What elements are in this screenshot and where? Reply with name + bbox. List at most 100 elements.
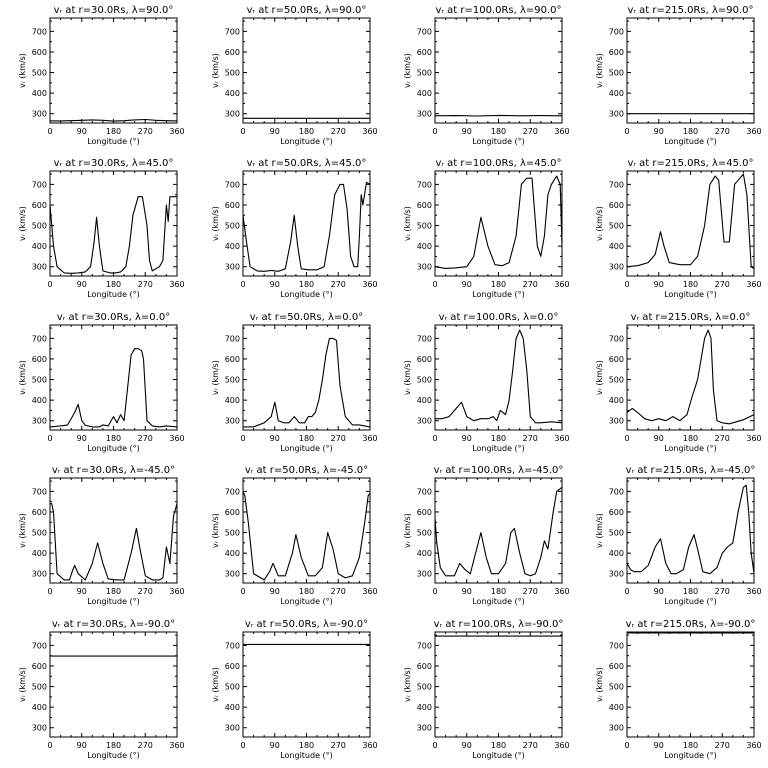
series-line [434, 486, 563, 577]
panel-15: vᵣ at r=100.0Rs, λ=-45.0° 0 90 180 270 360 300… [403, 465, 570, 606]
x-axis-label: Longitude (°) [87, 597, 140, 606]
x-tick-label: 360 [554, 587, 569, 596]
plot-frame [49, 170, 178, 277]
panel-2: vᵣ at r=50.0Rs, λ=90.0° 0 90 180 270 360 300 40… [211, 5, 378, 146]
x-tick-label: 180 [683, 587, 698, 596]
y-tick-label: 600 [417, 508, 432, 517]
series-line [434, 175, 563, 269]
x-tick-label: 360 [362, 587, 377, 596]
x-tick-label: 360 [169, 587, 184, 596]
x-tick-label: 270 [331, 434, 346, 443]
x-tick-label: 0 [240, 280, 245, 289]
x-tick-label: 360 [746, 434, 761, 443]
x-tick-label: 270 [138, 280, 153, 289]
x-tick-label: 270 [138, 741, 153, 750]
panel-title: vᵣ at r=50.0Rs, λ=-45.0° [245, 465, 368, 476]
y-tick-label: 400 [609, 396, 624, 405]
x-tick-label: 180 [491, 587, 506, 596]
y-tick-label: 700 [225, 487, 240, 496]
y-tick-label: 400 [32, 549, 47, 558]
y-tick-label: 600 [32, 662, 47, 671]
series-line [50, 118, 178, 122]
panel-12: vᵣ at r=215.0Rs, λ=0.0° 0 90 180 270 360 300 40… [595, 312, 762, 453]
x-tick-label: 180 [299, 280, 314, 289]
x-tick-label: 0 [240, 127, 245, 136]
x-tick-label: 270 [715, 587, 730, 596]
y-tick-label: 300 [609, 110, 624, 119]
x-tick-label: 360 [362, 280, 377, 289]
y-tick-label: 300 [225, 417, 240, 426]
x-tick-label: 270 [523, 280, 538, 289]
x-tick-label: 0 [47, 741, 52, 750]
series-line [626, 173, 755, 270]
y-tick-label: 400 [609, 89, 624, 98]
y-axis-label: vᵣ (km/s) [211, 206, 220, 241]
y-tick-label: 700 [417, 487, 432, 496]
x-axis-label: Longitude (°) [472, 751, 525, 760]
panel-title: vᵣ at r=100.0Rs, λ=0.0° [439, 312, 559, 323]
plot-frame [49, 17, 178, 124]
y-tick-label: 300 [417, 724, 432, 733]
panel-3: vᵣ at r=100.0Rs, λ=90.0° 0 90 180 270 360 300 4… [403, 5, 570, 146]
y-tick-label: 700 [417, 27, 432, 36]
x-tick-label: 270 [331, 127, 346, 136]
series-line [242, 491, 371, 581]
y-tick-label: 400 [225, 549, 240, 558]
panel-title: vᵣ at r=50.0Rs, λ=45.0° [247, 158, 367, 169]
x-tick-label: 90 [77, 434, 87, 443]
x-tick-label: 360 [746, 280, 761, 289]
x-tick-label: 270 [715, 280, 730, 289]
y-tick-label: 700 [225, 180, 240, 189]
panel-title: vᵣ at r=30.0Rs, λ=-90.0° [52, 619, 175, 630]
y-tick-label: 600 [225, 355, 240, 364]
y-tick-label: 600 [225, 508, 240, 517]
y-axis-label: vᵣ (km/s) [18, 53, 27, 88]
y-tick-label: 300 [609, 263, 624, 272]
x-tick-label: 0 [624, 587, 629, 596]
x-axis-label: Longitude (°) [472, 444, 525, 453]
x-tick-label: 360 [554, 741, 569, 750]
y-tick-label: 600 [609, 662, 624, 671]
y-axis-label: vᵣ (km/s) [18, 360, 27, 395]
x-axis-label: Longitude (°) [664, 444, 717, 453]
panel-20: vᵣ at r=215.0Rs, λ=-90.0° 0 90 180 270 360 300… [595, 619, 762, 760]
x-tick-label: 90 [462, 127, 472, 136]
y-tick-label: 300 [32, 724, 47, 733]
y-tick-label: 700 [609, 487, 624, 496]
x-tick-label: 270 [523, 741, 538, 750]
x-tick-label: 0 [432, 434, 437, 443]
y-axis-label: vᵣ (km/s) [595, 513, 604, 548]
y-axis-label: vᵣ (km/s) [403, 360, 412, 395]
x-tick-label: 90 [462, 434, 472, 443]
x-tick-label: 90 [77, 587, 87, 596]
x-tick-label: 90 [654, 587, 664, 596]
x-tick-label: 90 [654, 741, 664, 750]
plot-frame [626, 17, 755, 124]
y-tick-label: 500 [225, 529, 240, 538]
x-tick-label: 180 [683, 127, 698, 136]
panel-17: vᵣ at r=30.0Rs, λ=-90.0° 0 90 180 270 360 300 4… [18, 619, 185, 760]
x-tick-label: 180 [683, 741, 698, 750]
series-line [626, 484, 755, 575]
y-tick-label: 600 [417, 355, 432, 364]
x-tick-label: 0 [47, 280, 52, 289]
y-axis-label: vᵣ (km/s) [403, 53, 412, 88]
panel-title: vᵣ at r=215.0Rs, λ=0.0° [631, 312, 751, 323]
x-axis-label: Longitude (°) [280, 751, 333, 760]
x-axis-label: Longitude (°) [280, 290, 333, 299]
x-tick-label: 360 [746, 587, 761, 596]
y-tick-label: 500 [609, 69, 624, 78]
plot-frame [49, 477, 178, 584]
y-tick-label: 400 [417, 703, 432, 712]
y-tick-label: 500 [225, 683, 240, 692]
series-line [50, 503, 178, 581]
x-tick-label: 0 [432, 127, 437, 136]
x-tick-label: 180 [299, 587, 314, 596]
y-tick-label: 700 [609, 641, 624, 650]
y-axis-label: vᵣ (km/s) [18, 206, 27, 241]
x-tick-label: 180 [683, 434, 698, 443]
x-tick-label: 270 [138, 127, 153, 136]
y-tick-label: 700 [32, 180, 47, 189]
x-tick-label: 270 [523, 434, 538, 443]
